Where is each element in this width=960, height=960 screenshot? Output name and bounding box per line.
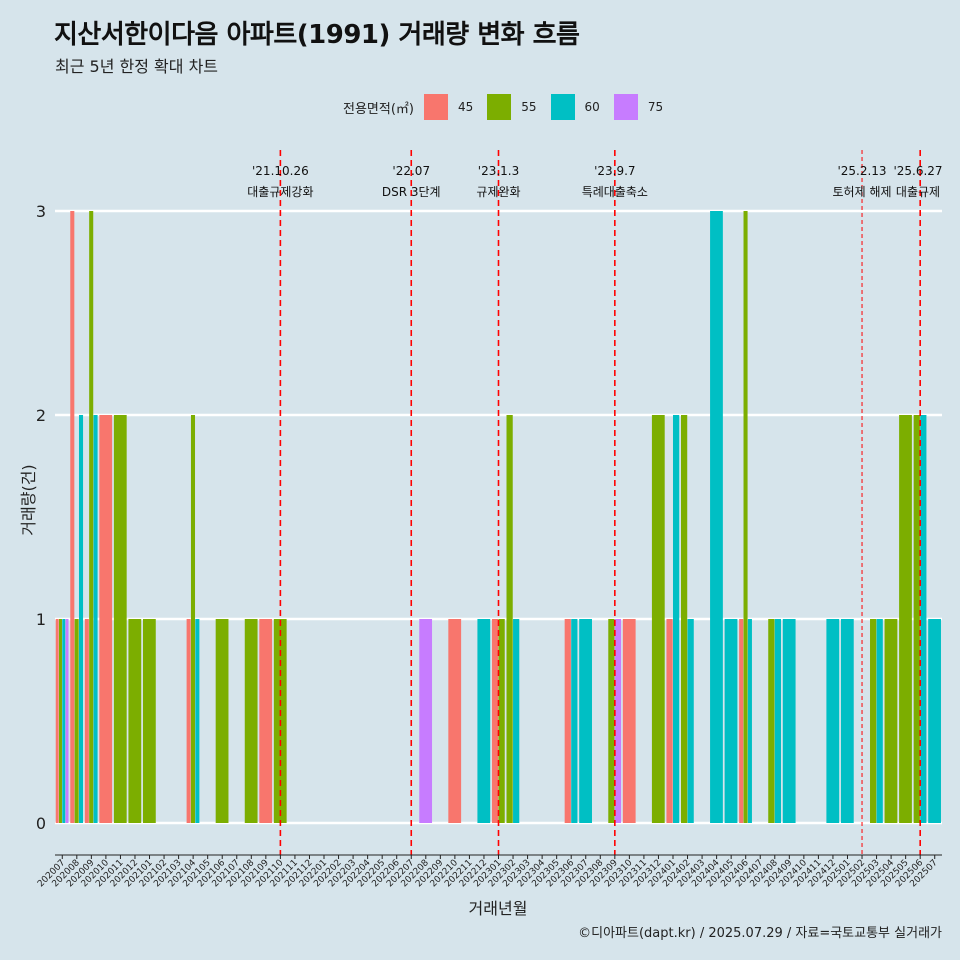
bar-202306-60 [571, 619, 578, 823]
bar-202012-55 [128, 619, 142, 823]
bar-202306-45 [564, 619, 571, 823]
legend-item-45: 45 [423, 94, 474, 120]
bar-202010-45 [99, 415, 113, 823]
bar-202301-45 [491, 619, 499, 823]
event-annotations: '21.10.26 대출규제강화 '22.07 DSR 3단계 '23.1.3 규제완화 '… [247, 164, 942, 199]
bar-202402-60 [687, 619, 694, 823]
bar-202503-60 [876, 619, 883, 823]
event-date-202506: '25.6.27 [893, 164, 942, 178]
bar-202506-60 [920, 415, 927, 823]
bar-202507-60 [928, 619, 941, 823]
bar-202007-55 [59, 619, 62, 823]
bar-202312-55 [651, 415, 665, 823]
y-tick-label-1: 1 [36, 610, 46, 629]
bar-202208-75 [419, 619, 433, 823]
bar-202405-60 [724, 619, 738, 823]
event-date-202301: '23.1.3 [478, 164, 519, 178]
event-label-202207: DSR 3단계 [382, 185, 441, 199]
bar-202302-55 [506, 415, 513, 823]
bar-202501-60 [840, 619, 854, 823]
bar-202310-45 [622, 619, 636, 823]
bar-202212-60 [477, 619, 491, 823]
event-date-202502: '25.2.13 [837, 164, 886, 178]
bar-202401-45 [666, 619, 673, 823]
bar-202408-55 [768, 619, 775, 823]
bar-202404-60 [710, 211, 723, 823]
bar-202007-60 [62, 619, 66, 823]
legend-swatch-45 [423, 94, 448, 120]
bar-202009-60 [93, 415, 98, 823]
bar-202009-55 [89, 211, 94, 823]
event-date-202309: '23.9.7 [594, 164, 635, 178]
legend-label-45: 45 [457, 100, 474, 114]
legend-item-60: 60 [550, 94, 600, 120]
legend-label-75: 75 [647, 100, 664, 114]
bar-202301-55 [498, 619, 505, 823]
event-label-202110: 대출규제강화 [247, 185, 313, 199]
bar-202309-55 [608, 619, 615, 823]
event-label-202506: 대출규제 [896, 185, 940, 199]
y-axis-label: 거래량(건) [19, 464, 38, 535]
bar-202109-45 [259, 619, 273, 823]
bar-202106-55 [215, 619, 229, 823]
bar-202307-60 [579, 619, 592, 823]
y-tick-label-2: 2 [36, 406, 46, 425]
bar-202406-45 [739, 619, 744, 823]
event-date-202110: '21.10.26 [252, 164, 309, 178]
x-axis: 2020072020082020092020102020112020122021… [36, 854, 942, 889]
bars [55, 211, 941, 823]
bar-202505-55 [899, 415, 912, 823]
bar-202309-75 [614, 619, 622, 823]
bar-202504-55 [884, 619, 898, 823]
bar-202101-55 [142, 619, 156, 823]
bar-202412-60 [826, 619, 840, 823]
chart-subtitle: 최근 5년 한정 확대 차트 [55, 57, 219, 76]
legend: 전용면적(㎡) 45 55 60 75 [343, 94, 677, 120]
event-lines [279, 150, 921, 855]
legend-swatch-60 [550, 94, 575, 120]
legend-swatch-75 [613, 94, 638, 120]
bar-202503-55 [870, 619, 877, 823]
chart-title: 지산서한이다음 아파트(1991) 거래량 변화 흐름 [54, 20, 580, 50]
y-tick-label-3: 3 [36, 202, 46, 221]
event-date-202207: '22.07 [392, 164, 430, 178]
bar-202406-55 [743, 211, 748, 823]
legend-label-55: 55 [521, 100, 537, 114]
bar-202406-60 [747, 619, 752, 823]
event-label-202309: 특례대출축소 [582, 185, 648, 199]
event-label-202502: 토허제 해제 [833, 185, 892, 199]
legend-item-55: 55 [487, 94, 537, 120]
bar-202011-55 [113, 415, 127, 823]
event-label-202301: 규제완화 [476, 185, 520, 199]
bar-202302-60 [513, 619, 520, 823]
bar-202007-75 [65, 619, 69, 823]
bar-202210-45 [448, 619, 462, 823]
bar-202008-45 [70, 211, 75, 823]
y-axis-ticks: 0 1 2 3 [36, 202, 46, 833]
bar-202009-45 [84, 619, 89, 823]
bar-202108-55 [244, 619, 258, 823]
bar-202007-45 [55, 619, 59, 823]
bar-202401-60 [672, 415, 680, 823]
bar-202506-55 [913, 415, 920, 823]
bar-202104-55 [190, 415, 196, 823]
y-tick-label-0: 0 [36, 814, 46, 833]
legend-label-60: 60 [584, 100, 600, 114]
bar-202104-45 [186, 619, 191, 823]
bar-202008-55 [74, 619, 79, 823]
source-caption: ©디아파트(dapt.kr) / 2025.07.29 / 자료=국토교통부 실… [578, 926, 942, 941]
bar-202402-55 [680, 415, 688, 823]
bar-202408-60 [774, 619, 782, 823]
bar-202104-60 [195, 619, 200, 823]
legend-title: 전용면적(㎡) [343, 101, 414, 117]
bar-202409-60 [782, 619, 796, 823]
bar-202008-60 [78, 415, 84, 823]
x-axis-label: 거래년월 [469, 899, 528, 918]
legend-swatch-55 [487, 94, 512, 120]
legend-item-75: 75 [613, 94, 664, 120]
